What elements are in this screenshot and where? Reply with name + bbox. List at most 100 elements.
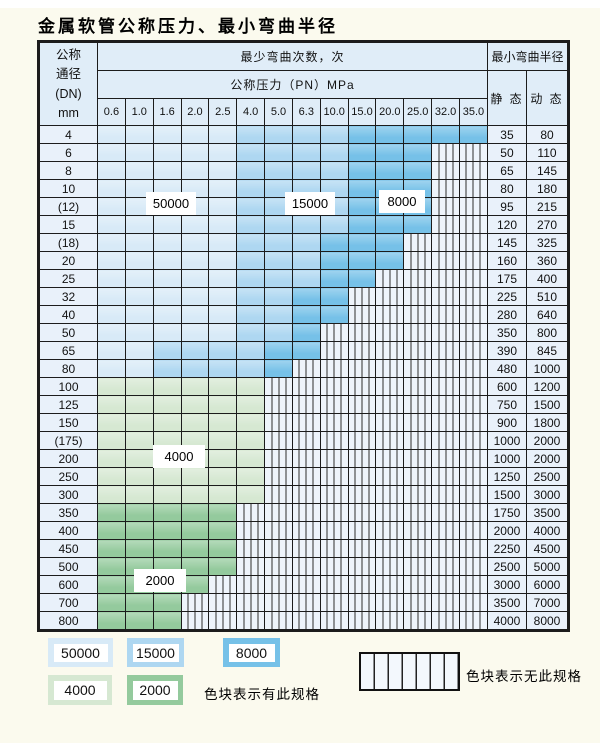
spec-cell-15000: [180, 341, 210, 360]
spec-cell-4000: [236, 431, 266, 450]
spec-cell-50000: [124, 269, 154, 288]
no-spec-cell: [264, 377, 293, 396]
spec-cell-15000: [319, 143, 349, 162]
dynamic-radius-cell: 180: [525, 179, 569, 198]
spec-cell-50000: [208, 233, 238, 252]
static-radius-cell: 600: [486, 377, 527, 396]
no-spec-cell: [236, 557, 266, 576]
spec-cell-4000: [208, 467, 238, 486]
static-radius-cell: 1500: [486, 485, 527, 504]
no-spec-cell: [458, 467, 488, 486]
dynamic-radius-cell: 360: [525, 251, 569, 270]
spec-cell-15000: [264, 161, 293, 180]
spec-cell-2000: [124, 593, 154, 612]
spec-cell-15000: [291, 233, 321, 252]
spec-cell-8000: [403, 215, 433, 234]
no-spec-cell: [347, 323, 377, 342]
spec-cell-50000: [124, 287, 154, 306]
spec-cell-50000: [97, 359, 126, 378]
no-spec-cell: [431, 593, 460, 612]
no-spec-cell: [403, 485, 433, 504]
spec-cell-50000: [97, 251, 126, 270]
dynamic-radius-cell: 2000: [525, 431, 569, 450]
no-spec-cell: [431, 143, 460, 162]
no-spec-cell: [458, 377, 488, 396]
table-row: 200 1000 2000: [39, 449, 569, 468]
spec-cell-8000: [375, 215, 405, 234]
no-spec-cell: [375, 467, 405, 486]
no-spec-cell: [458, 413, 488, 432]
spec-cell-4000: [236, 485, 266, 504]
legend-label-4000: 4000: [53, 680, 107, 700]
spec-cell-2000: [208, 521, 238, 540]
no-spec-cell: [264, 413, 293, 432]
spec-cell-8000: [264, 341, 293, 360]
no-spec-cell: [431, 557, 460, 576]
no-spec-cell: [458, 269, 488, 288]
table-row: 40 280 640: [39, 305, 569, 324]
spec-cell-15000: [236, 305, 266, 324]
spec-cell-50000: [152, 143, 182, 162]
no-spec-cell: [431, 431, 460, 450]
no-spec-cell: [403, 431, 433, 450]
no-spec-cell: [375, 593, 405, 612]
no-spec-cell: [403, 251, 433, 270]
spec-cell-4000: [208, 431, 238, 450]
legend-has-spec-text: 色块表示有此规格: [204, 687, 320, 702]
spec-cell-2000: [97, 539, 126, 558]
spec-cell-15000: [264, 233, 293, 252]
table-row: 400 2000 4000: [39, 521, 569, 540]
spec-cell-15000: [236, 269, 266, 288]
dn-cell: 350: [39, 503, 98, 522]
no-spec-cell: [291, 485, 321, 504]
spec-cell-15000: [319, 215, 349, 234]
dynamic-radius-cell: 400: [525, 269, 569, 288]
static-radius-cell: 2250: [486, 539, 527, 558]
no-spec-cell: [403, 449, 433, 468]
no-spec-cell: [431, 449, 460, 468]
table-row: 125 750 1500: [39, 395, 569, 414]
no-spec-cell: [403, 269, 433, 288]
dynamic-radius-cell: 800: [525, 323, 569, 342]
no-spec-cell: [236, 575, 266, 594]
static-radius-cell: 145: [486, 233, 527, 252]
no-spec-cell: [403, 305, 433, 324]
dn-cell: 20: [39, 251, 98, 270]
dynamic-radius-cell: 3000: [525, 485, 569, 504]
spec-cell-15000: [264, 251, 293, 270]
dynamic-radius-cell: 4500: [525, 539, 569, 558]
static-radius-cell: 480: [486, 359, 527, 378]
dn-header-line: 通径: [55, 67, 81, 82]
static-radius-cell: 80: [486, 179, 527, 198]
no-spec-cell: [403, 233, 433, 252]
spec-cell-15000: [236, 125, 266, 144]
table-row: 700 3500 7000: [39, 593, 569, 612]
spec-cell-2000: [152, 503, 182, 522]
legend-label-50000: 50000: [53, 643, 108, 662]
no-spec-cell: [431, 197, 460, 216]
no-spec-cell: [291, 521, 321, 540]
spec-cell-50000: [208, 179, 238, 198]
no-spec-cell: [180, 593, 210, 612]
spec-cell-2000: [124, 521, 154, 540]
legend-label-8000: 8000: [228, 643, 275, 662]
spec-cell-15000: [291, 269, 321, 288]
spec-cell-15000: [291, 161, 321, 180]
table-row: 250 1250 2500: [39, 467, 569, 486]
spec-cell-4000: [236, 377, 266, 396]
no-spec-cell: [458, 431, 488, 450]
pressure-tick: 2.0: [180, 98, 210, 126]
static-radius-cell: 750: [486, 395, 527, 414]
spec-cell-15000: [291, 251, 321, 270]
no-spec-cell: [291, 467, 321, 486]
dynamic-radius-cell: 1500: [525, 395, 569, 414]
dynamic-radius-cell: 5000: [525, 557, 569, 576]
spec-cell-50000: [152, 323, 182, 342]
spec-cell-50000: [97, 287, 126, 306]
no-spec-cell: [431, 521, 460, 540]
dn-cell: 50: [39, 323, 98, 342]
dn-cell: 400: [39, 521, 98, 540]
no-spec-cell: [347, 521, 377, 540]
spec-cell-4000: [97, 413, 126, 432]
spec-cell-50000: [180, 323, 210, 342]
